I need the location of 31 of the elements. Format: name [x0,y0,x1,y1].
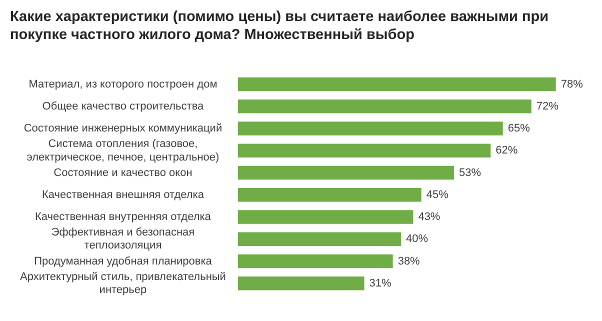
bar [238,166,454,180]
data-label: 38% [398,255,420,268]
bar [238,100,532,114]
bar [238,122,503,136]
data-label: 65% [508,122,530,135]
data-label: 72% [536,100,559,112]
bar [238,232,401,246]
data-label: 78% [560,78,584,90]
bar [238,144,491,158]
y-tick-label: Состояние инженерных коммуникаций [24,122,222,135]
y-tick-label: Материал, из которого построен дом [28,78,218,90]
bar [238,77,556,92]
data-label: 40% [406,233,428,246]
y-tick-label: Состояние и качество окон [54,166,192,179]
y-tick-label: Продуманная удобная планировка [34,255,213,268]
bar [238,188,422,202]
data-label: 31% [369,277,392,290]
data-label: 43% [418,211,440,224]
bar [238,254,393,268]
chart-title: Какие характеристики (помимо цены) вы считаете наиболее важными при покупке частного жилого дома? Множественный выбор [10,8,550,44]
y-tick-label: Архитектурный стиль, привлекательный интерьер [20,270,226,296]
y-tick-label: Общее качество строительства [42,100,205,112]
y-tick-label: Эффективная и безопасная теплоизоляция [51,226,195,252]
data-label: 45% [426,188,449,201]
bar [238,276,364,290]
y-tick-label: Качественная внешняя отделка [42,188,205,201]
bar [238,210,414,224]
y-tick-label: Качественная внутренняя отделка [35,211,212,224]
y-tick-label: Система отопления (газовое, электрическое, печное, центральное) [26,138,220,164]
data-label: 62% [496,144,518,157]
data-label: 53% [458,166,482,179]
